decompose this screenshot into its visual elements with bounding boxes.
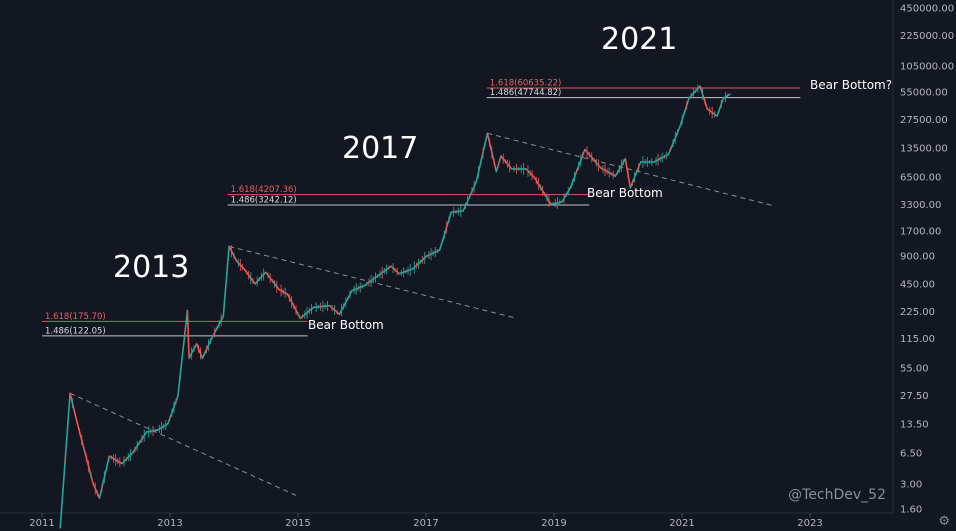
settings-gear-icon[interactable]: ⚙ bbox=[938, 514, 950, 529]
trendline bbox=[228, 245, 517, 319]
y-tick-label: 55.00 bbox=[900, 363, 929, 374]
price-segment bbox=[450, 210, 465, 214]
y-tick-label: 225000.00 bbox=[900, 31, 954, 42]
price-series bbox=[59, 84, 731, 529]
y-axis[interactable]: 450000.00 225000.00 105000.00 55000.00 27500… bbox=[900, 4, 954, 516]
bear-bottom-label: Bear Bottom bbox=[308, 318, 384, 332]
cycle-year-label: 2013 bbox=[113, 250, 189, 285]
price-segment bbox=[195, 343, 204, 359]
price-segment bbox=[716, 97, 725, 117]
trendlines bbox=[69, 132, 773, 497]
y-tick-label: 1.60 bbox=[900, 505, 922, 516]
price-segment bbox=[228, 245, 238, 262]
y-tick-label: 3.00 bbox=[900, 479, 922, 490]
x-tick-label: 2021 bbox=[669, 518, 694, 529]
fib-level-label: 1.486(47744.82) bbox=[490, 88, 562, 98]
bear-bottom-label: Bear Bottom? bbox=[810, 78, 892, 92]
price-segment bbox=[438, 211, 453, 251]
y-tick-label: 6500.00 bbox=[900, 173, 941, 184]
trendline bbox=[487, 132, 773, 206]
y-tick-label: 27500.00 bbox=[900, 115, 948, 126]
price-segment bbox=[614, 158, 627, 177]
y-tick-label: 115.00 bbox=[900, 334, 935, 345]
y-tick-label: 900.00 bbox=[900, 252, 935, 263]
annotations: 2013 2017 2021 Bear Bottom Bear Bottom Bear B… bbox=[113, 22, 892, 332]
bear-bottom-label: Bear Bottom bbox=[587, 186, 663, 200]
fib-level-label: 1.618(60635.22) bbox=[490, 79, 562, 89]
x-tick-label: 2017 bbox=[413, 518, 438, 529]
price-segment bbox=[475, 132, 489, 183]
price-segment bbox=[667, 125, 681, 156]
y-tick-label: 450.00 bbox=[900, 279, 935, 290]
fib-level-label: 1.618(175.70) bbox=[45, 312, 106, 322]
x-tick-label: 2019 bbox=[541, 518, 566, 529]
cycle-year-label: 2017 bbox=[342, 131, 418, 166]
y-tick-label: 55000.00 bbox=[900, 87, 948, 98]
price-segment bbox=[550, 201, 563, 206]
y-tick-label: 225.00 bbox=[900, 307, 935, 318]
x-tick-label: 2013 bbox=[157, 518, 182, 529]
fib-level-label: 1.486(122.05) bbox=[45, 326, 106, 336]
fib-level-label: 1.618(4207.36) bbox=[231, 185, 297, 195]
fib-level-label: 1.486(3242.12) bbox=[231, 196, 297, 206]
y-tick-label: 6.50 bbox=[900, 449, 922, 460]
price-segment bbox=[722, 93, 731, 99]
y-tick-label: 450000.00 bbox=[900, 4, 954, 15]
x-tick-label: 2023 bbox=[797, 518, 822, 529]
price-segment bbox=[92, 483, 101, 499]
price-segment bbox=[222, 245, 230, 318]
x-tick-label: 2011 bbox=[29, 518, 54, 529]
price-segment bbox=[188, 343, 198, 359]
x-axis[interactable]: 2011 2013 2015 2017 2019 2021 2023 bbox=[29, 513, 823, 529]
cycle-year-label: 2021 bbox=[601, 22, 677, 57]
y-tick-label: 3300.00 bbox=[900, 200, 941, 211]
watermark: @TechDev_52 bbox=[788, 487, 886, 503]
y-tick-label: 1700.00 bbox=[900, 226, 941, 237]
y-tick-label: 13500.00 bbox=[900, 144, 948, 155]
y-tick-label: 13.50 bbox=[900, 419, 929, 430]
x-tick-label: 2015 bbox=[285, 518, 310, 529]
trendline bbox=[69, 392, 299, 497]
fib-levels: 1.618(175.70) 1.486(122.05) 1.618(4207.36)… bbox=[42, 79, 801, 337]
price-segment bbox=[699, 85, 709, 110]
y-tick-label: 105000.00 bbox=[900, 62, 954, 73]
y-tick-label: 27.50 bbox=[900, 391, 929, 402]
price-segment bbox=[69, 392, 78, 424]
